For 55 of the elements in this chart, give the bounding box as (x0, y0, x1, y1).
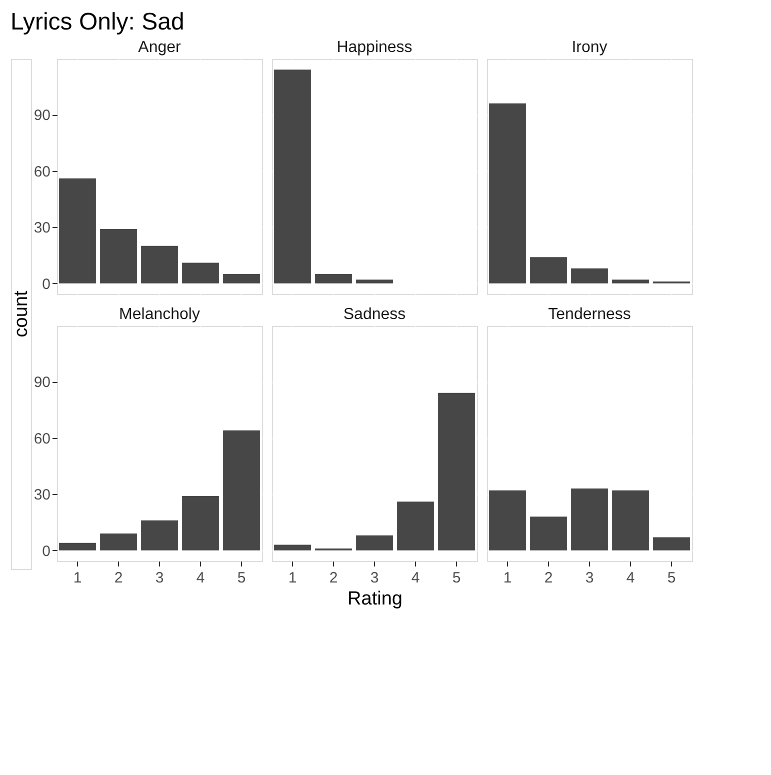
x-axis-title: Rating (348, 588, 402, 610)
x-tick-label: 3 (370, 570, 379, 586)
bar (182, 262, 219, 284)
bar (141, 246, 178, 284)
x-tick-label: 4 (626, 570, 635, 586)
chart-title: Sadness (343, 306, 406, 323)
y-tick-label: 60 (34, 163, 50, 180)
x-tick-label: 4 (411, 570, 420, 586)
y-tick-label: 0 (42, 276, 50, 293)
x-tick-label: 1 (288, 570, 297, 586)
y-tick-label: 30 (34, 486, 50, 504)
x-tick-label: 5 (452, 570, 461, 586)
x-tick-label: 2 (544, 570, 553, 586)
bar (489, 490, 526, 550)
bar (223, 274, 260, 284)
text: Lyrics Only: Sad (10, 8, 184, 36)
x-tick-label: 4 (196, 570, 205, 586)
y-tick-label: 30 (34, 220, 50, 237)
bar (100, 228, 137, 284)
x-tick-label: 1 (503, 570, 512, 586)
chart-title: Tenderness (548, 306, 631, 323)
x-tick-label: 5 (237, 570, 246, 586)
x-tick-label: 3 (155, 570, 164, 586)
y-tick-label: 90 (34, 374, 50, 392)
x-tick-label: 1 (73, 570, 82, 586)
bar (59, 542, 96, 550)
y-tick-label: 90 (34, 107, 50, 124)
bar (141, 520, 178, 550)
x-tick-label: 2 (114, 570, 123, 586)
x-tick-label: 5 (667, 570, 676, 586)
bar (571, 268, 608, 284)
bar (612, 490, 649, 550)
bar (223, 430, 260, 550)
y-axis-title: count (11, 290, 32, 338)
bar (530, 516, 567, 550)
bar (438, 392, 475, 550)
bar (356, 535, 393, 550)
bar (100, 533, 137, 550)
chart-title: Melancholy (119, 306, 200, 323)
bar (612, 280, 649, 284)
chart-title: Anger (138, 39, 182, 56)
x-tick-label: 3 (585, 570, 594, 586)
bar (571, 488, 608, 550)
y-tick-label: 0 (42, 542, 50, 560)
bar (653, 537, 690, 550)
chart-title: Irony (572, 39, 608, 56)
bar (59, 178, 96, 284)
bar (489, 103, 526, 284)
bar (274, 544, 311, 550)
x-tick-label: 2 (329, 570, 338, 586)
chart-title: Happiness (336, 39, 412, 56)
bar (530, 257, 567, 284)
bar (397, 502, 434, 550)
y-tick-label: 60 (34, 430, 50, 448)
bar (182, 496, 219, 550)
